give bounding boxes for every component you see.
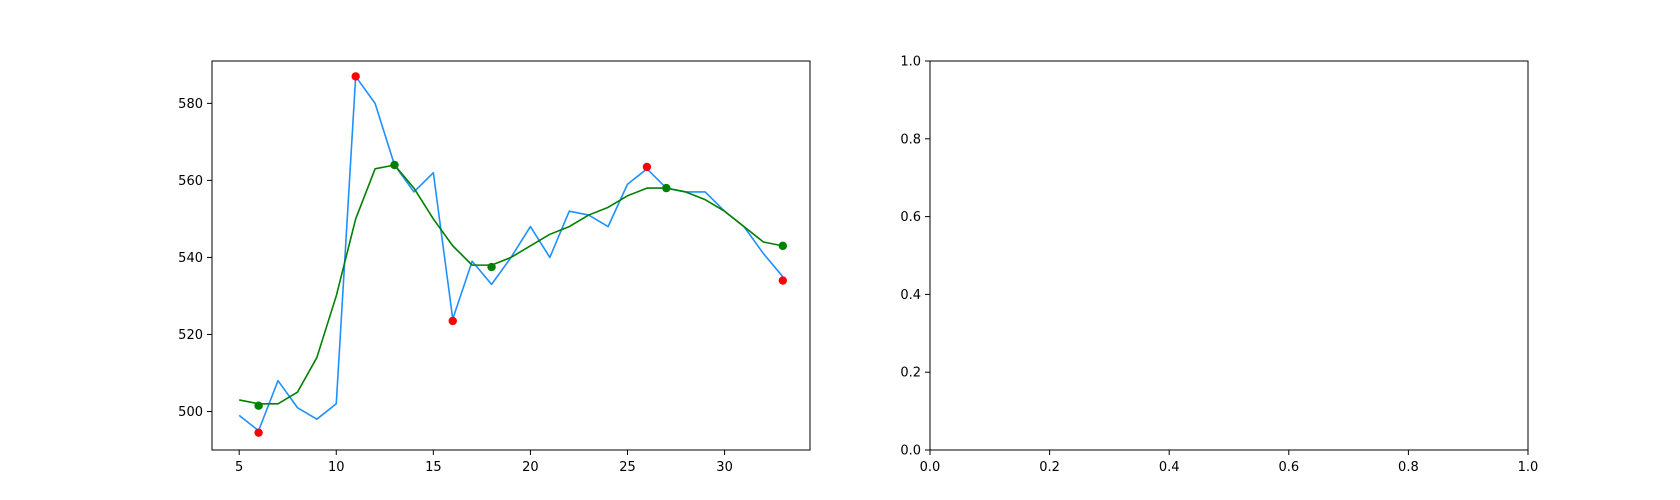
x-tick-label: 15 xyxy=(425,460,442,475)
right-x-axis: 0.0 0.2 0.4 0.6 0.8 1.0 xyxy=(920,450,1539,475)
y-tick-label: 0.0 xyxy=(900,444,921,459)
x-tick-label: 0.4 xyxy=(1159,460,1180,475)
red-marker-point xyxy=(642,162,652,172)
green-marker-point xyxy=(254,401,263,410)
right-chart: 0.0 0.2 0.4 0.6 0.8 1.0 0.0 0.2 0.4 0.6 0.8 1.0 xyxy=(900,55,1538,476)
x-tick-label: 0.8 xyxy=(1398,460,1419,475)
green-marker-point xyxy=(662,183,671,193)
green-marker-point xyxy=(390,160,399,170)
y-tick-label: 520 xyxy=(178,328,203,343)
y-tick-label: 560 xyxy=(178,174,203,189)
red-marker-point xyxy=(351,72,360,81)
y-tick-label: 0.6 xyxy=(900,210,921,225)
y-tick-label: 1.0 xyxy=(900,55,921,70)
x-tick-label: 25 xyxy=(619,460,636,475)
y-tick-label: 0.8 xyxy=(900,132,921,147)
x-tick-label: 20 xyxy=(522,460,539,475)
y-tick-label: 0.2 xyxy=(900,366,921,381)
green-marker-point xyxy=(487,262,496,272)
green-marker-point xyxy=(778,241,788,251)
left-chart: 5 10 15 20 25 30 500 520 540 560 580 xyxy=(178,60,811,475)
smoothed-series-line xyxy=(239,164,783,405)
red-marker-point xyxy=(448,316,457,326)
x-tick-label: 10 xyxy=(328,460,345,475)
x-tick-label: 1.0 xyxy=(1518,460,1539,475)
right-plot-frame xyxy=(929,60,1529,451)
x-tick-label: 5 xyxy=(235,460,243,475)
x-tick-label: 0.0 xyxy=(920,460,941,475)
left-series-group xyxy=(238,72,788,437)
x-tick-label: 30 xyxy=(716,460,733,475)
x-tick-label: 0.2 xyxy=(1039,460,1060,475)
y-tick-label: 0.4 xyxy=(900,288,921,303)
right-y-axis: 0.0 0.2 0.4 0.6 0.8 1.0 xyxy=(900,55,930,459)
y-tick-label: 500 xyxy=(178,405,203,420)
left-y-axis: 500 520 540 560 580 xyxy=(178,97,212,420)
left-plot-frame xyxy=(211,60,811,451)
x-tick-label: 0.6 xyxy=(1278,460,1299,475)
y-tick-label: 540 xyxy=(178,251,203,266)
left-x-axis: 5 10 15 20 25 30 xyxy=(235,450,733,475)
red-marker-point xyxy=(254,428,263,437)
y-tick-label: 580 xyxy=(178,97,203,112)
red-marker-point xyxy=(778,276,788,285)
